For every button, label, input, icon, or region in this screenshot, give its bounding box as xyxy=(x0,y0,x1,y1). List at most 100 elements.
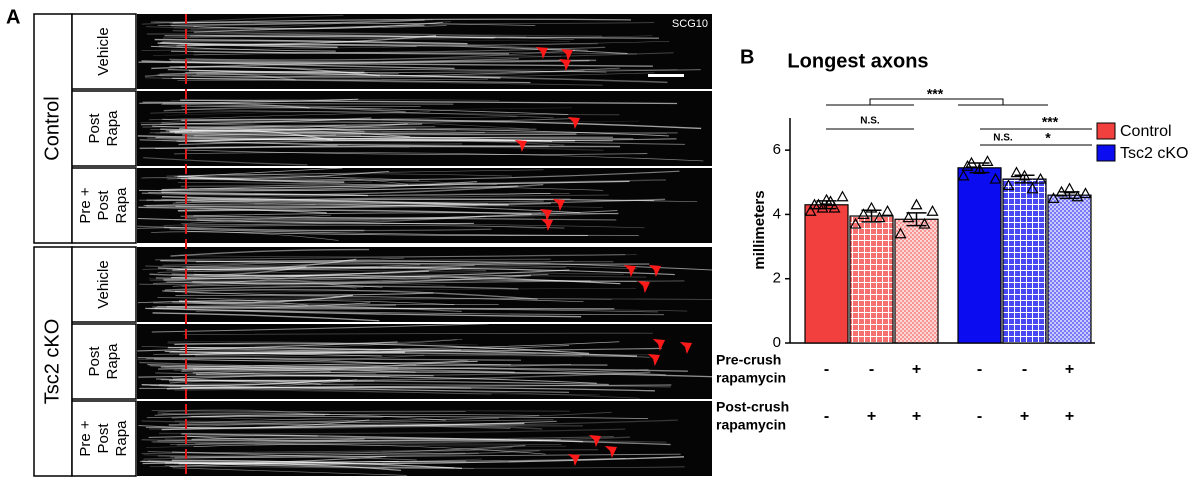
fibre xyxy=(175,194,609,203)
fibre xyxy=(190,28,602,37)
fibre xyxy=(168,423,511,430)
arrowhead xyxy=(588,434,601,448)
fibre xyxy=(178,139,613,146)
fibre xyxy=(196,212,542,222)
row-label: Rapa xyxy=(104,343,121,380)
condition-sign: - xyxy=(824,408,829,425)
condition-sign: + xyxy=(867,408,876,425)
data-point xyxy=(1026,182,1039,194)
fibre xyxy=(178,175,345,183)
bar xyxy=(849,215,894,344)
fibre xyxy=(192,368,515,374)
fibre xyxy=(169,19,434,25)
fibre xyxy=(139,98,359,104)
fibre xyxy=(169,347,662,353)
arrowhead xyxy=(652,338,665,352)
fibre xyxy=(163,107,406,113)
condition-sign: + xyxy=(912,408,921,425)
fibre xyxy=(164,285,519,291)
data-point xyxy=(1010,166,1023,178)
fibre xyxy=(149,266,307,277)
fibre xyxy=(186,230,588,237)
fibre xyxy=(182,263,637,270)
fibre xyxy=(185,149,648,155)
data-point xyxy=(1047,192,1060,203)
condition-label: Pre-crush xyxy=(716,352,781,368)
fibre xyxy=(145,307,582,318)
bar xyxy=(957,167,1002,344)
fibre xyxy=(150,124,346,131)
fibre xyxy=(174,411,612,423)
error-bar xyxy=(906,212,927,227)
fibre xyxy=(161,422,525,431)
data-point xyxy=(902,211,915,223)
fibre xyxy=(157,413,326,416)
fibre xyxy=(137,225,492,232)
fibre xyxy=(161,103,421,107)
fibre xyxy=(179,59,597,69)
fibre xyxy=(172,467,407,476)
fibre xyxy=(188,170,390,180)
group-label: Control xyxy=(41,96,63,160)
fibre xyxy=(179,254,637,258)
row-box xyxy=(71,246,137,323)
fibre xyxy=(139,460,399,464)
fibre xyxy=(173,363,572,371)
fibre xyxy=(157,264,421,273)
fibre xyxy=(159,71,399,75)
fibre xyxy=(187,212,620,219)
bar xyxy=(894,218,939,344)
fibre xyxy=(187,416,500,421)
row-label: Rapa xyxy=(113,187,130,224)
data-point xyxy=(961,159,974,171)
fibre xyxy=(138,375,597,384)
significance: *** xyxy=(927,86,944,102)
fibre xyxy=(180,170,680,181)
data-point xyxy=(1034,172,1047,184)
fibre xyxy=(137,355,583,361)
fibre xyxy=(193,270,647,278)
fibre xyxy=(136,224,565,229)
fibre xyxy=(175,138,542,142)
fibre xyxy=(139,361,399,369)
fibre xyxy=(157,297,308,306)
data-point xyxy=(828,201,841,213)
fibre xyxy=(161,180,630,191)
fibre xyxy=(191,200,483,205)
data-point xyxy=(918,217,931,229)
fibre xyxy=(156,378,375,383)
fibre xyxy=(181,118,702,130)
group-box xyxy=(33,246,73,477)
fibre xyxy=(186,266,487,272)
fibre xyxy=(157,436,614,442)
arrowhead xyxy=(647,353,660,367)
data-point xyxy=(965,156,978,168)
fibre xyxy=(139,274,311,285)
data-point xyxy=(1055,185,1068,197)
data-point xyxy=(973,163,986,175)
fibre xyxy=(160,371,651,382)
data-point xyxy=(957,169,970,181)
fibre xyxy=(179,123,423,130)
condition-sign: - xyxy=(824,361,829,378)
fibre xyxy=(170,248,370,257)
fibre xyxy=(157,409,314,415)
fibre xyxy=(153,353,650,358)
fibre xyxy=(149,419,678,430)
legend-label: Control xyxy=(1120,123,1172,140)
row-label: Rapa xyxy=(104,110,121,147)
fibre xyxy=(162,290,434,296)
fibre xyxy=(180,341,620,351)
row-label: Vehicle xyxy=(95,260,112,308)
fibre xyxy=(166,302,371,309)
fibre xyxy=(164,107,572,116)
fibre xyxy=(143,447,513,457)
fibre xyxy=(164,438,553,443)
fibre xyxy=(193,444,546,455)
bar xyxy=(1002,178,1047,344)
fibre xyxy=(143,452,479,460)
fibre xyxy=(155,269,570,280)
fibre xyxy=(172,267,675,276)
